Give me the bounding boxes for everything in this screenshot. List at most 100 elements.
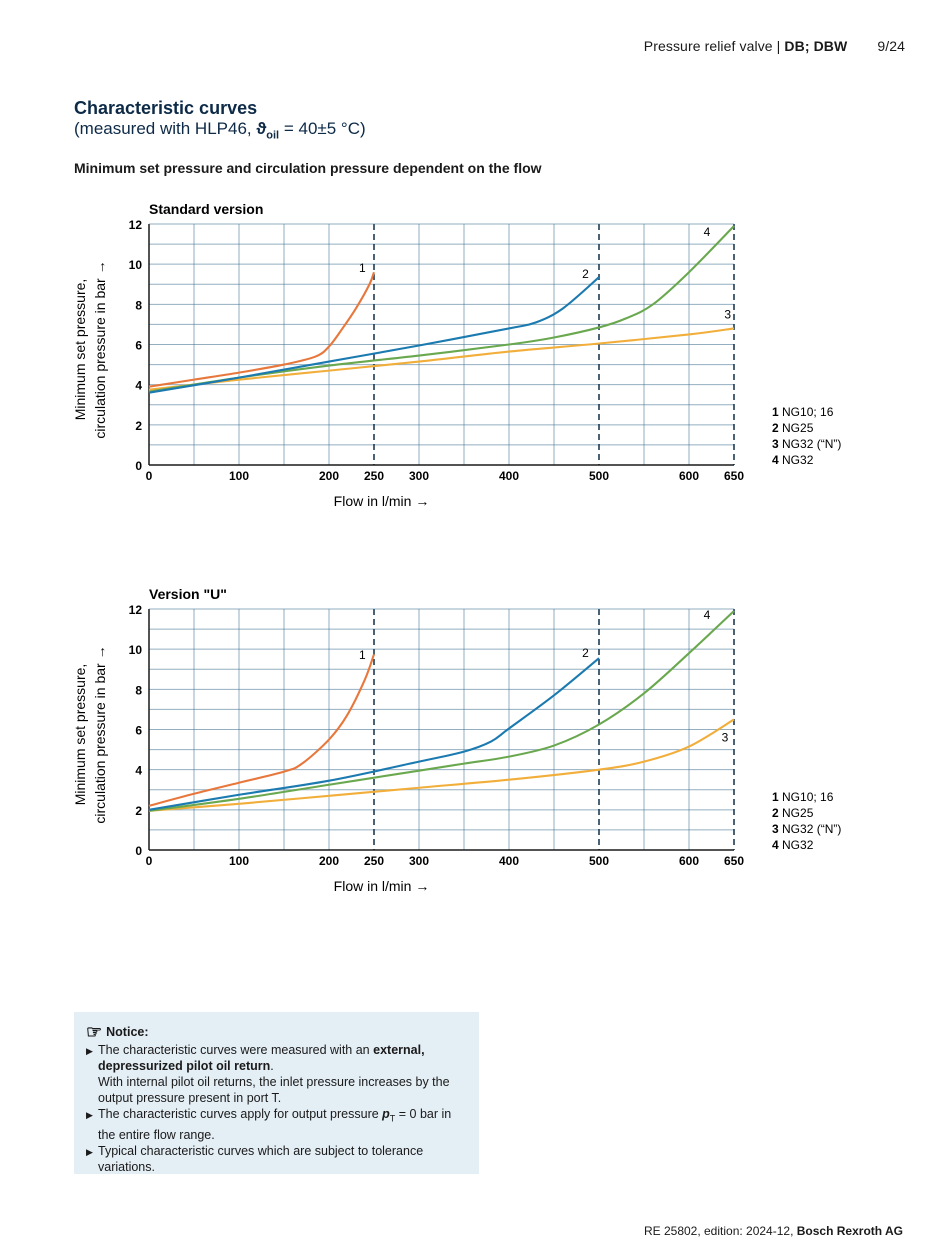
notice-bold-text: external, depressurized pilot oil return [98,1043,425,1073]
y-tick-label: 12 [129,218,143,232]
legend-item-4: 4 NG32 [772,453,814,467]
legend-text: NG25 [782,421,814,435]
legend-number: 2 [772,421,782,435]
y-tick-label: 6 [135,724,142,738]
series-line-4 [148,610,735,812]
y-tick-label: 8 [135,683,142,697]
series-label-3: 3 [724,307,731,321]
x-tick-label: 300 [409,469,429,483]
pointing-hand-icon: ☞ [86,1022,103,1042]
series-label-4: 4 [704,225,711,239]
notice-text: With internal pilot oil returns, the inl… [98,1075,450,1105]
notice-text: The characteristic curves apply for outp… [98,1107,383,1121]
notice-box: ☞Notice: The characteristic curves were … [74,1012,479,1174]
pressure-subscript: T [389,1113,396,1124]
legend-text: NG10; 16 [782,405,834,419]
x-tick-label: 500 [589,854,609,868]
y-tick-label: 10 [129,258,143,272]
y-tick-label: 6 [135,339,142,353]
notice-text: The characteristic curves were measured … [98,1043,374,1057]
legend-number: 3 [772,437,782,451]
pressure-symbol: p [382,1107,390,1121]
legend-item-4: 4 NG32 [772,838,814,852]
y-tick-label: 8 [135,298,142,312]
y-tick-label: 2 [135,419,142,433]
footer-text: RE 25802, edition: 2024-12, [643,1224,797,1238]
x-tick-label: 250 [364,854,384,868]
series-line-2 [148,657,600,811]
notice-text: Typical characteristic curves which are … [98,1143,424,1174]
notice-text: = 0 bar in the entire flow range. [98,1107,452,1142]
legend-number: 4 [772,453,782,467]
x-tick-label: 300 [409,854,429,868]
page-header: Pressure relief valve | DB; DBW 9/24 [644,38,905,54]
x-tick-label: 0 [146,854,153,868]
y-axis-label: Minimum set pressure, [72,279,88,421]
x-tick-label: 250 [364,469,384,483]
series-line-3 [148,327,735,391]
x-tick-label: 600 [679,469,699,483]
y-tick-label: 10 [129,643,143,657]
y-axis-label: circulation pressure in bar → [92,645,108,823]
series-label-3: 3 [722,731,729,745]
page-number: 9/24 [877,38,905,54]
legend-item-3: 3 NG32 (“N”) [772,822,841,836]
legend-number: 1 [772,790,782,804]
series-label-2: 2 [582,646,589,660]
theta-symbol: ϑ [256,119,267,138]
doc-title: Pressure relief valve | [643,38,785,54]
chart-title: Standard version [149,201,263,217]
x-tick-label: 400 [499,469,519,483]
page-title: Characteristic curves [74,98,258,118]
notice-item: The characteristic curves were measured … [86,1042,465,1106]
legend-item-3: 3 NG32 (“N”) [772,437,841,451]
x-tick-label: 100 [229,854,249,868]
notice-item: Typical characteristic curves which are … [86,1143,465,1175]
x-axis-label: Flow in l/min → [334,878,430,894]
series-line-1 [148,653,375,807]
legend-item-2: 2 NG25 [772,421,814,435]
series-label-1: 1 [359,648,366,662]
series-label-1: 1 [359,261,366,275]
y-tick-label: 2 [135,804,142,818]
legend-text: NG32 (“N”) [782,822,841,836]
legend-number: 3 [772,822,782,836]
x-tick-label: 400 [499,854,519,868]
legend-item-1: 1 NG10; 16 [772,790,834,804]
x-tick-label: 0 [146,469,153,483]
notice-list: The characteristic curves were measured … [86,1042,465,1175]
x-axis-label: Flow in l/min → [334,493,430,509]
x-tick-label: 650 [724,854,744,868]
legend-item-1: 1 NG10; 16 [772,405,834,419]
x-tick-label: 200 [319,854,339,868]
chart-title: Version "U" [149,586,227,602]
legend-number: 1 [772,405,782,419]
legend-text: NG32 [782,838,814,852]
subtitle-prefix: (measured with HLP46, [74,119,257,138]
subtitle-suffix: = 40±5 °C) [279,119,366,138]
y-tick-label: 4 [135,764,142,778]
page-subtitle: (measured with HLP46, ϑoil = 40±5 °C) [74,119,366,141]
page-footer: RE 25802, edition: 2024-12, Bosch Rexrot… [644,1224,903,1238]
legend-number: 2 [772,806,782,820]
x-tick-label: 500 [589,469,609,483]
legend-text: NG32 (“N”) [782,437,841,451]
y-axis-label: circulation pressure in bar → [92,260,108,438]
series-line-2 [148,276,600,394]
legend-text: NG25 [782,806,814,820]
y-axis-label: Minimum set pressure, [72,664,88,806]
notice-item: The characteristic curves apply for outp… [86,1106,465,1143]
legend-number: 4 [772,838,782,852]
x-tick-label: 600 [679,854,699,868]
series-label-2: 2 [582,267,589,281]
notice-title-text: Notice: [106,1025,149,1039]
legend-item-2: 2 NG25 [772,806,814,820]
legend-text: NG10; 16 [782,790,834,804]
x-tick-label: 200 [319,469,339,483]
section-title: Minimum set pressure and circulation pre… [74,160,542,176]
series-label-4: 4 [704,608,711,622]
doc-title-bold: DB; DBW [784,38,848,54]
y-tick-label: 4 [135,379,142,393]
